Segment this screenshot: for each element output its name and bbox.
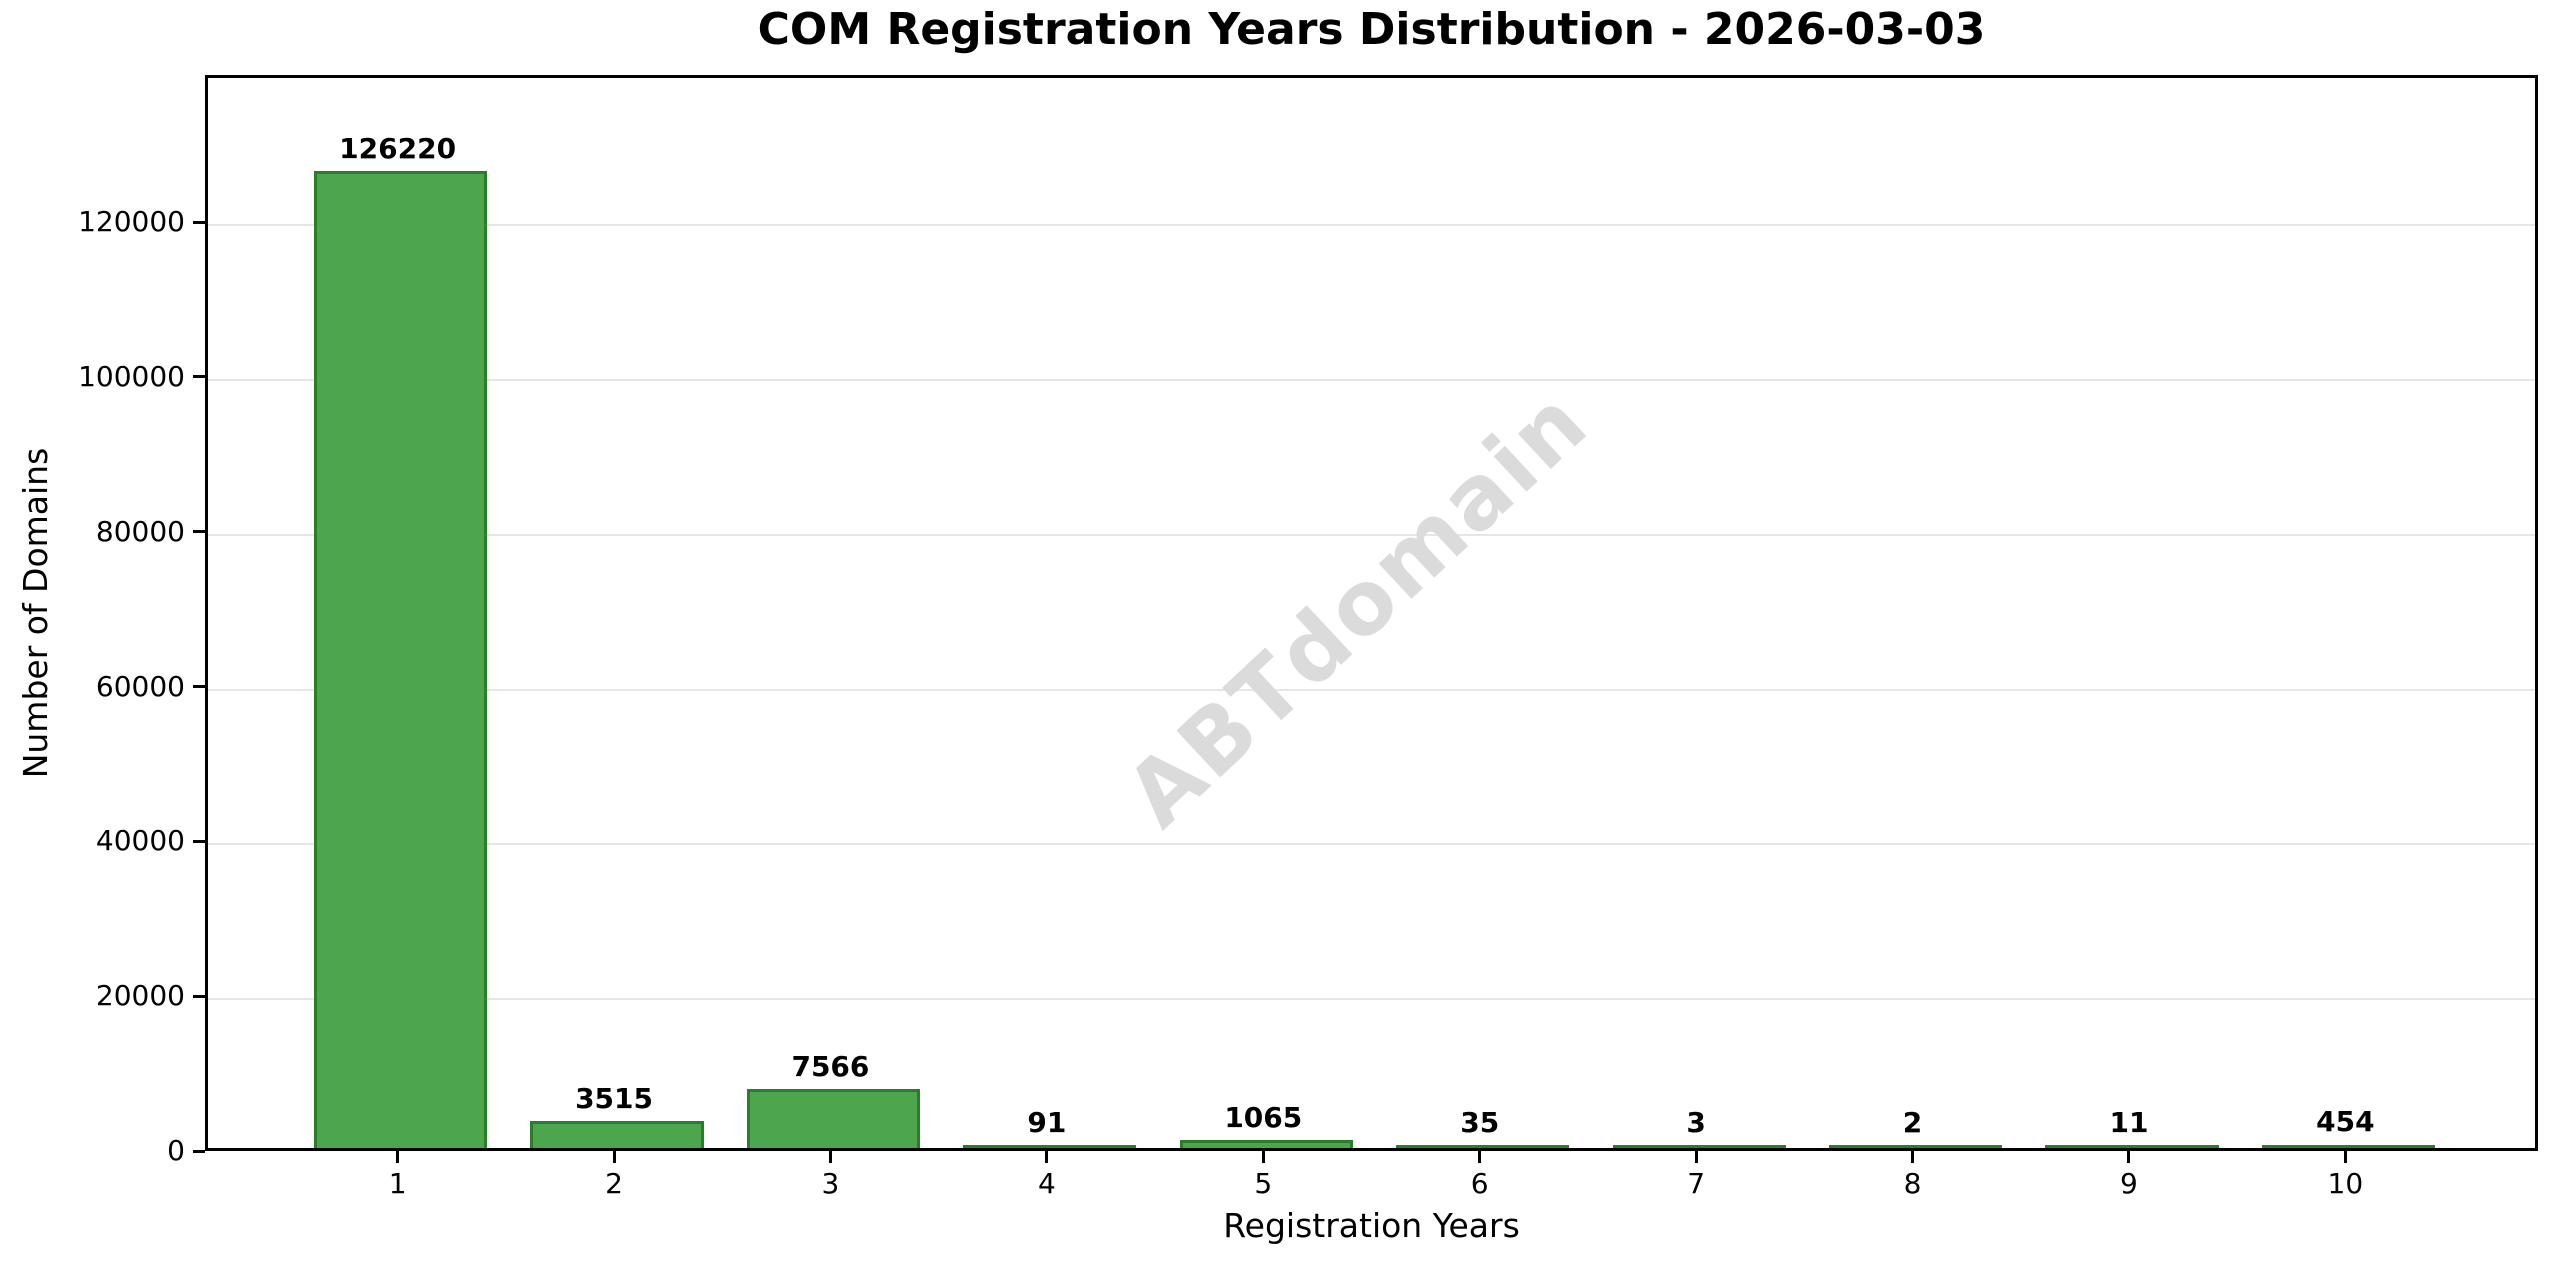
y-tick-label: 40000 xyxy=(95,824,185,858)
y-tick-mark xyxy=(193,530,205,534)
y-tick-mark xyxy=(193,994,205,998)
bar xyxy=(2261,1144,2435,1148)
y-tick-mark xyxy=(193,839,205,843)
x-tick-label: 3 xyxy=(821,1167,840,1200)
y-axis-label: Number of Domains xyxy=(16,447,55,779)
x-tick-label: 6 xyxy=(1470,1167,1489,1200)
x-axis-label: Registration Years xyxy=(1223,1206,1520,1245)
bar xyxy=(1179,1139,1353,1148)
bar-value-label: 35 xyxy=(1460,1106,1500,1139)
x-tick-mark xyxy=(1045,1151,1049,1163)
x-tick-mark xyxy=(1694,1151,1698,1163)
plot-area: ABTdomain xyxy=(205,75,2538,1151)
y-tick-label: 80000 xyxy=(95,514,185,548)
x-tick-label: 10 xyxy=(2327,1167,2364,1200)
y-tick-label: 0 xyxy=(167,1134,185,1167)
x-tick-label: 8 xyxy=(1903,1167,1922,1200)
x-tick-label: 1 xyxy=(388,1167,407,1200)
x-tick-mark xyxy=(612,1151,616,1163)
bar-value-label: 3515 xyxy=(575,1081,653,1115)
gridline xyxy=(208,998,2535,1001)
bar xyxy=(1396,1145,1570,1148)
x-tick-label: 2 xyxy=(605,1167,623,1200)
y-tick-label: 120000 xyxy=(78,205,185,239)
bar xyxy=(314,170,488,1148)
x-tick-mark xyxy=(396,1151,400,1163)
bar xyxy=(963,1145,1137,1148)
y-tick-label: 60000 xyxy=(95,669,185,703)
gridline xyxy=(208,224,2535,227)
y-tick-mark xyxy=(193,375,205,379)
x-tick-label: 5 xyxy=(1254,1167,1273,1200)
x-tick-mark xyxy=(1911,1151,1915,1163)
bar-value-label: 3 xyxy=(1686,1106,1706,1139)
y-tick-mark xyxy=(193,685,205,689)
x-tick-mark xyxy=(2127,1151,2131,1163)
bar-value-label: 126220 xyxy=(339,131,457,165)
x-tick-label: 7 xyxy=(1687,1167,1706,1200)
x-tick-mark xyxy=(1261,1151,1265,1163)
bar-value-label: 91 xyxy=(1027,1106,1067,1139)
bar-value-label: 454 xyxy=(2316,1105,2375,1139)
bar-value-label: 2 xyxy=(1902,1106,1923,1139)
gridline xyxy=(208,843,2535,846)
bar xyxy=(2045,1145,2219,1148)
y-tick-mark xyxy=(193,1149,205,1153)
bar-value-label: 1065 xyxy=(1224,1100,1303,1134)
bar xyxy=(530,1120,704,1148)
y-tick-label: 20000 xyxy=(95,979,185,1013)
x-tick-label: 4 xyxy=(1037,1167,1056,1200)
x-tick-mark xyxy=(2343,1151,2347,1163)
bar xyxy=(746,1089,920,1148)
x-tick-mark xyxy=(828,1151,832,1163)
y-tick-label: 100000 xyxy=(78,359,185,393)
chart-title: COM Registration Years Distribution - 20… xyxy=(757,4,1986,55)
gridline xyxy=(208,533,2535,536)
gridline xyxy=(208,688,2535,691)
x-tick-label: 9 xyxy=(2120,1167,2138,1200)
x-tick-mark xyxy=(1478,1151,1482,1163)
y-tick-mark xyxy=(193,220,205,224)
bar xyxy=(1612,1145,1786,1148)
watermark: ABTdomain xyxy=(1106,369,1608,847)
bar xyxy=(1828,1145,2003,1148)
bar-value-label: 7566 xyxy=(791,1050,870,1084)
gridline xyxy=(208,378,2535,381)
bar-value-label: 11 xyxy=(2109,1106,2149,1139)
